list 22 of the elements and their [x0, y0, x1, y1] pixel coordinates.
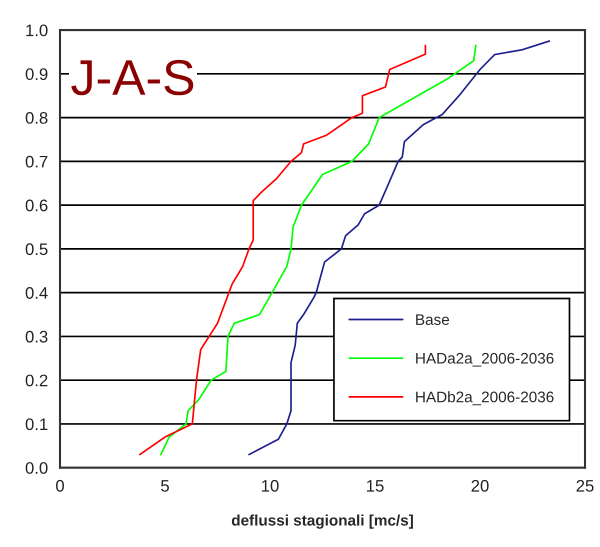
- y-tick-label: 0.9: [26, 68, 48, 80]
- x-tick-label: 25: [576, 480, 594, 492]
- x-axis-title: deflussi stagionali [mc/s]: [232, 514, 413, 529]
- y-tick-label: 0.2: [26, 374, 48, 386]
- x-tick-label: 15: [367, 480, 384, 492]
- y-tick-label: 0.5: [26, 243, 48, 256]
- legend-label: HADb2a_2006-2036: [416, 391, 554, 406]
- y-tick-label: 1.0: [26, 24, 48, 36]
- x-tick-label: 0: [56, 480, 64, 492]
- y-tick-label: 0.4: [26, 287, 48, 299]
- legend-label: Base: [416, 314, 450, 325]
- y-tick-label: 0.6: [26, 200, 48, 212]
- y-tick-label: 0.1: [26, 418, 48, 430]
- y-tick-label: 0.3: [26, 330, 48, 343]
- x-tick-label: 5: [161, 480, 169, 492]
- x-tick-label: 20: [472, 480, 489, 492]
- y-tick-label: 0.7: [26, 156, 48, 168]
- annotation: J-A-S: [71, 60, 194, 96]
- y-tick-label: 0.0: [26, 462, 48, 474]
- x-tick-label: 10: [262, 480, 279, 492]
- legend-label: HADa2a_2006-2036: [416, 352, 554, 367]
- y-tick-label: 0.8: [26, 112, 48, 124]
